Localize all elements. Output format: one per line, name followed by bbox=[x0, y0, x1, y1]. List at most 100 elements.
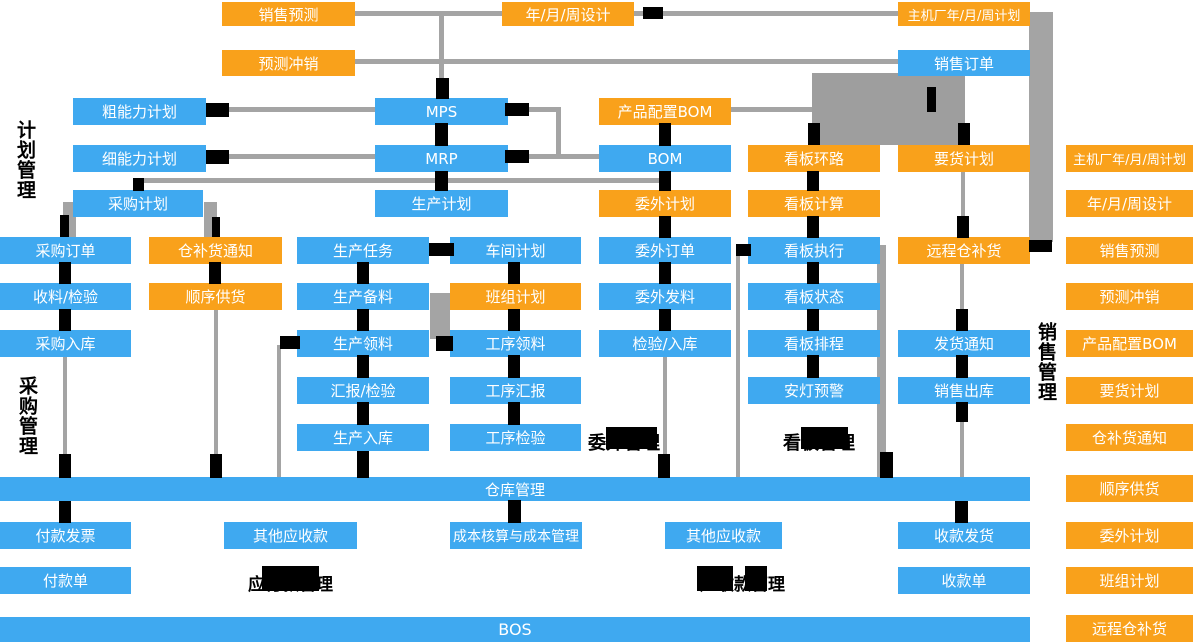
black-connector bbox=[505, 150, 529, 163]
node-payment-slip: 付款单 bbox=[0, 567, 131, 594]
black-connector bbox=[210, 454, 222, 478]
redaction-mark bbox=[606, 427, 657, 449]
black-connector bbox=[808, 123, 820, 145]
gray-connector bbox=[214, 310, 218, 477]
node-report-inspect: 汇报/检验 bbox=[297, 377, 429, 404]
black-connector bbox=[357, 262, 369, 284]
black-connector bbox=[59, 454, 71, 478]
node-outsource-plan: 委外计划 bbox=[599, 190, 731, 217]
node-product-config-bom: 产品配置BOM bbox=[599, 98, 731, 125]
node-process-report: 工序汇报 bbox=[450, 377, 581, 404]
black-connector bbox=[807, 262, 819, 284]
black-connector bbox=[956, 309, 968, 331]
black-connector bbox=[659, 262, 671, 284]
black-connector bbox=[435, 171, 448, 191]
node-receipt-delivery: 收款发货 bbox=[898, 522, 1030, 549]
node-purchase-inbound: 采购入库 bbox=[0, 330, 131, 357]
section-label-sales: 销售管理 bbox=[1035, 322, 1057, 402]
node-sales-outbound: 销售出库 bbox=[898, 377, 1030, 404]
black-connector bbox=[59, 501, 71, 523]
node-fine-capacity: 细能力计划 bbox=[73, 145, 206, 172]
gray-connector bbox=[63, 356, 67, 477]
node-bom: BOM bbox=[599, 145, 731, 172]
black-connector bbox=[643, 7, 663, 19]
black-connector bbox=[957, 216, 969, 238]
node-process-picking: 工序领料 bbox=[450, 330, 581, 357]
node-process-inspect: 工序检验 bbox=[450, 424, 581, 451]
black-connector bbox=[209, 262, 221, 284]
right-panel-item: 远程仓补货 bbox=[1066, 615, 1193, 642]
black-connector bbox=[508, 355, 520, 378]
black-connector bbox=[807, 216, 819, 238]
node-payment-invoice: 付款发票 bbox=[0, 522, 131, 549]
right-panel-item: 仓补货通知 bbox=[1066, 424, 1193, 451]
redaction-mark bbox=[745, 566, 767, 591]
node-delivery-notice: 发货通知 bbox=[898, 330, 1030, 357]
gray-connector bbox=[1029, 12, 1053, 242]
black-connector bbox=[357, 402, 369, 425]
black-connector bbox=[736, 244, 751, 256]
node-demand-plan: 要货计划 bbox=[898, 145, 1030, 172]
right-panel-item: 要货计划 bbox=[1066, 377, 1193, 404]
redaction-mark bbox=[262, 566, 319, 591]
node-workshop-plan: 车间计划 bbox=[450, 237, 581, 264]
node-production-picking: 生产领料 bbox=[297, 330, 429, 357]
node-kanban-status: 看板状态 bbox=[748, 283, 880, 310]
black-connector bbox=[59, 262, 71, 284]
right-panel-item: 顺序供货 bbox=[1066, 475, 1193, 502]
right-panel-item: 产品配置BOM bbox=[1066, 330, 1193, 357]
gray-connector bbox=[277, 345, 281, 477]
node-production-plan: 生产计划 bbox=[375, 190, 508, 217]
node-receive-inspect: 收料/检验 bbox=[0, 283, 131, 310]
section-label-purchase: 采购管理 bbox=[16, 376, 38, 456]
node-cost-management: 成本核算与成本管理 bbox=[450, 522, 582, 549]
redaction-mark bbox=[697, 566, 733, 591]
node-kanban-schedule: 看板排程 bbox=[748, 330, 880, 357]
node-purchase-plan: 采购计划 bbox=[73, 190, 203, 217]
gray-connector bbox=[430, 293, 450, 339]
node-purchase-order: 采购订单 bbox=[0, 237, 131, 264]
black-connector bbox=[880, 452, 893, 478]
black-connector bbox=[508, 500, 521, 523]
black-connector bbox=[357, 309, 369, 331]
right-panel-item: 委外计划 bbox=[1066, 522, 1193, 549]
node-andon-warning: 安灯预警 bbox=[748, 377, 880, 404]
black-connector bbox=[206, 103, 229, 117]
black-connector bbox=[505, 103, 529, 116]
node-production-prepare: 生产备料 bbox=[297, 283, 429, 310]
right-panel-item: 预测冲销 bbox=[1066, 283, 1193, 310]
black-connector bbox=[659, 309, 671, 331]
gray-connector bbox=[961, 172, 965, 218]
black-connector bbox=[659, 123, 671, 146]
gray-connector bbox=[228, 107, 375, 112]
gray-connector bbox=[960, 264, 964, 311]
node-kanban-exec: 看板执行 bbox=[748, 237, 880, 264]
right-panel-item: 年/月/周设计 bbox=[1066, 190, 1193, 217]
node-team-plan: 班组计划 bbox=[450, 283, 581, 310]
gray-connector bbox=[736, 250, 740, 477]
gray-connector bbox=[731, 107, 812, 112]
gray-connector bbox=[508, 107, 560, 112]
gray-connector bbox=[528, 154, 599, 159]
node-inspect-inbound: 检验/入库 bbox=[599, 330, 731, 357]
black-connector bbox=[429, 243, 454, 256]
black-connector bbox=[659, 216, 671, 238]
node-mps: MPS bbox=[375, 98, 508, 125]
right-panel-item: 班组计划 bbox=[1066, 567, 1193, 594]
black-connector bbox=[435, 123, 448, 146]
black-connector bbox=[807, 355, 819, 378]
right-panel-item: 主机厂年/月/周计划 bbox=[1066, 145, 1193, 172]
node-receipt-slip: 收款单 bbox=[898, 567, 1030, 594]
node-outsource-order: 委外订单 bbox=[599, 237, 731, 264]
gray-connector bbox=[960, 420, 964, 477]
black-connector bbox=[956, 355, 968, 378]
black-connector bbox=[659, 171, 671, 191]
black-connector bbox=[508, 402, 520, 425]
gray-connector bbox=[439, 13, 444, 79]
right-panel-item: 销售预测 bbox=[1066, 237, 1193, 264]
node-outsource-issue: 委外发料 bbox=[599, 283, 731, 310]
node-rough-capacity: 粗能力计划 bbox=[73, 98, 206, 125]
black-connector bbox=[956, 402, 968, 422]
node-sequence-supply: 顺序供货 bbox=[149, 283, 282, 310]
node-other-receivable-left: 其他应收款 bbox=[224, 522, 357, 549]
